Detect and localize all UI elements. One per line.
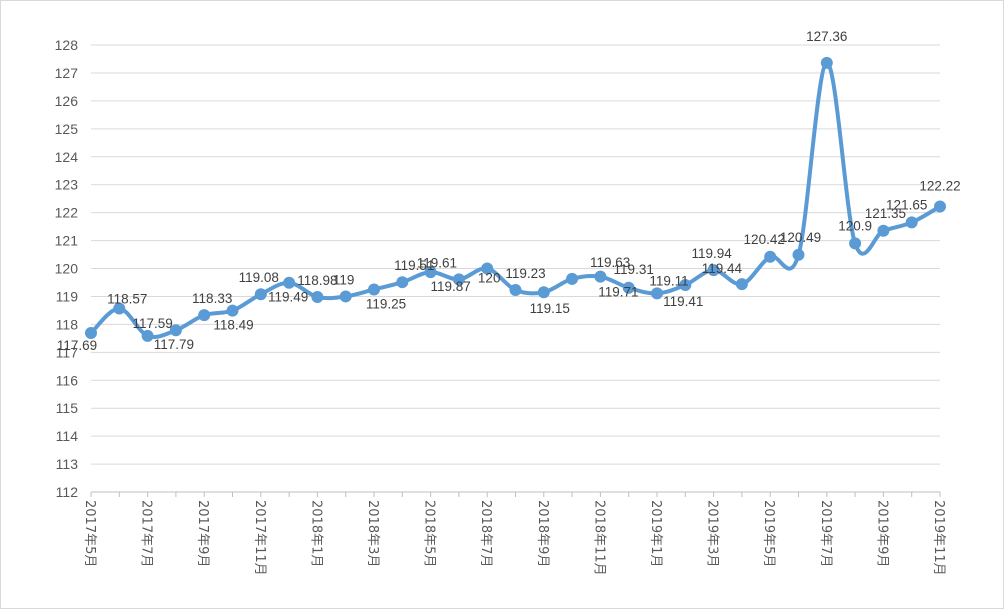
data-label: 119.41: [663, 294, 703, 309]
y-tick-label: 128: [55, 37, 79, 53]
x-tick-label: 2019年11月: [931, 500, 946, 576]
data-label: 117.59: [132, 316, 172, 331]
y-tick-label: 118: [56, 316, 79, 332]
x-tick-label: 2017年11月: [252, 500, 267, 576]
data-point: [905, 216, 918, 229]
data-point: [849, 237, 862, 250]
y-tick-label: 124: [55, 149, 79, 165]
x-tick-label: 2017年7月: [139, 500, 154, 567]
data-label: 120.9: [838, 218, 872, 233]
data-point: [141, 329, 154, 342]
data-label: 117.69: [57, 338, 97, 353]
data-point: [537, 286, 550, 299]
data-point: [226, 304, 239, 317]
data-point: [679, 278, 692, 291]
data-point: [764, 250, 777, 263]
x-tick-label: 2019年7月: [818, 500, 833, 567]
data-label: 118.57: [107, 291, 147, 306]
data-point: [651, 287, 663, 300]
data-point: [707, 264, 720, 277]
data-point: [113, 302, 126, 315]
data-point: [792, 248, 805, 261]
data-point: [452, 273, 465, 286]
data-label: 119.61: [417, 255, 457, 270]
y-tick-label: 119: [56, 288, 79, 304]
data-point: [424, 266, 437, 279]
data-label: 121.35: [865, 206, 906, 221]
y-tick-label: 121: [55, 233, 79, 249]
data-label: 119.71: [598, 285, 638, 300]
x-tick-label: 2019年1月: [648, 500, 663, 567]
data-point: [509, 284, 522, 297]
data-point: [283, 276, 296, 289]
data-label: 120: [478, 271, 501, 286]
data-label: 122.22: [919, 178, 960, 193]
data-point: [169, 324, 182, 337]
data-label: 118.98: [297, 273, 337, 288]
x-tick-label: 2018年7月: [478, 500, 493, 567]
x-tick-label: 2018年5月: [422, 500, 437, 567]
data-label: 120.42: [744, 232, 785, 247]
x-tick-label: 2018年11月: [591, 500, 606, 576]
y-tick-label: 123: [55, 177, 79, 193]
data-label: 119: [333, 272, 355, 287]
data-point: [735, 278, 748, 291]
data-label: 119.51: [394, 258, 434, 273]
data-point: [877, 224, 890, 237]
data-label: 119.23: [505, 266, 545, 281]
data-label: 118.33: [192, 291, 232, 306]
x-tick-label: 2017年5月: [82, 500, 97, 567]
y-tick-label: 115: [56, 400, 79, 416]
data-point: [254, 288, 267, 301]
x-tick-label: 2019年9月: [874, 500, 889, 567]
x-tick-label: 2018年9月: [535, 500, 550, 567]
data-label: 119.08: [239, 270, 279, 285]
y-tick-label: 120: [55, 261, 79, 277]
y-tick-label: 126: [55, 93, 79, 109]
data-point: [339, 290, 352, 303]
y-tick-label: 114: [56, 428, 79, 444]
data-label: 121.65: [886, 197, 927, 212]
data-label: 119.49: [268, 290, 308, 305]
data-label: 119.31: [614, 262, 654, 277]
data-point: [311, 290, 324, 303]
x-tick-label: 2019年3月: [705, 500, 720, 567]
data-point: [85, 327, 97, 340]
y-tick-label: 125: [55, 121, 79, 137]
x-tick-label: 2019年5月: [761, 500, 776, 567]
data-label: 119.15: [530, 301, 570, 316]
data-label: 119.87: [430, 279, 470, 294]
data-label: 119.11: [649, 273, 688, 288]
x-tick-label: 2018年3月: [365, 500, 380, 567]
y-tick-label: 122: [55, 205, 79, 221]
y-tick-label: 112: [56, 484, 79, 500]
y-tick-label: 127: [55, 65, 79, 81]
data-point: [481, 262, 494, 275]
data-label: 120.49: [780, 230, 821, 245]
y-tick-label: 116: [56, 372, 79, 388]
data-label: 119.44: [702, 261, 743, 276]
data-point: [820, 56, 833, 69]
y-tick-label: 113: [56, 456, 79, 472]
data-point: [396, 276, 409, 289]
data-point: [566, 272, 579, 285]
x-tick-label: 2018年1月: [308, 500, 323, 567]
x-tick-label: 2017年9月: [195, 500, 210, 567]
y-tick-label: 117: [56, 344, 79, 360]
data-label: 127.36: [806, 29, 847, 44]
data-point: [368, 283, 380, 296]
data-point: [934, 200, 946, 213]
data-label: 119.94: [691, 246, 732, 261]
data-point: [594, 270, 607, 283]
data-label: 118.49: [213, 318, 253, 333]
data-point: [622, 281, 635, 294]
data-label: 119.25: [366, 296, 406, 311]
data-point: [198, 309, 211, 322]
data-label: 119.63: [590, 255, 630, 270]
data-label: 117.79: [154, 337, 194, 352]
